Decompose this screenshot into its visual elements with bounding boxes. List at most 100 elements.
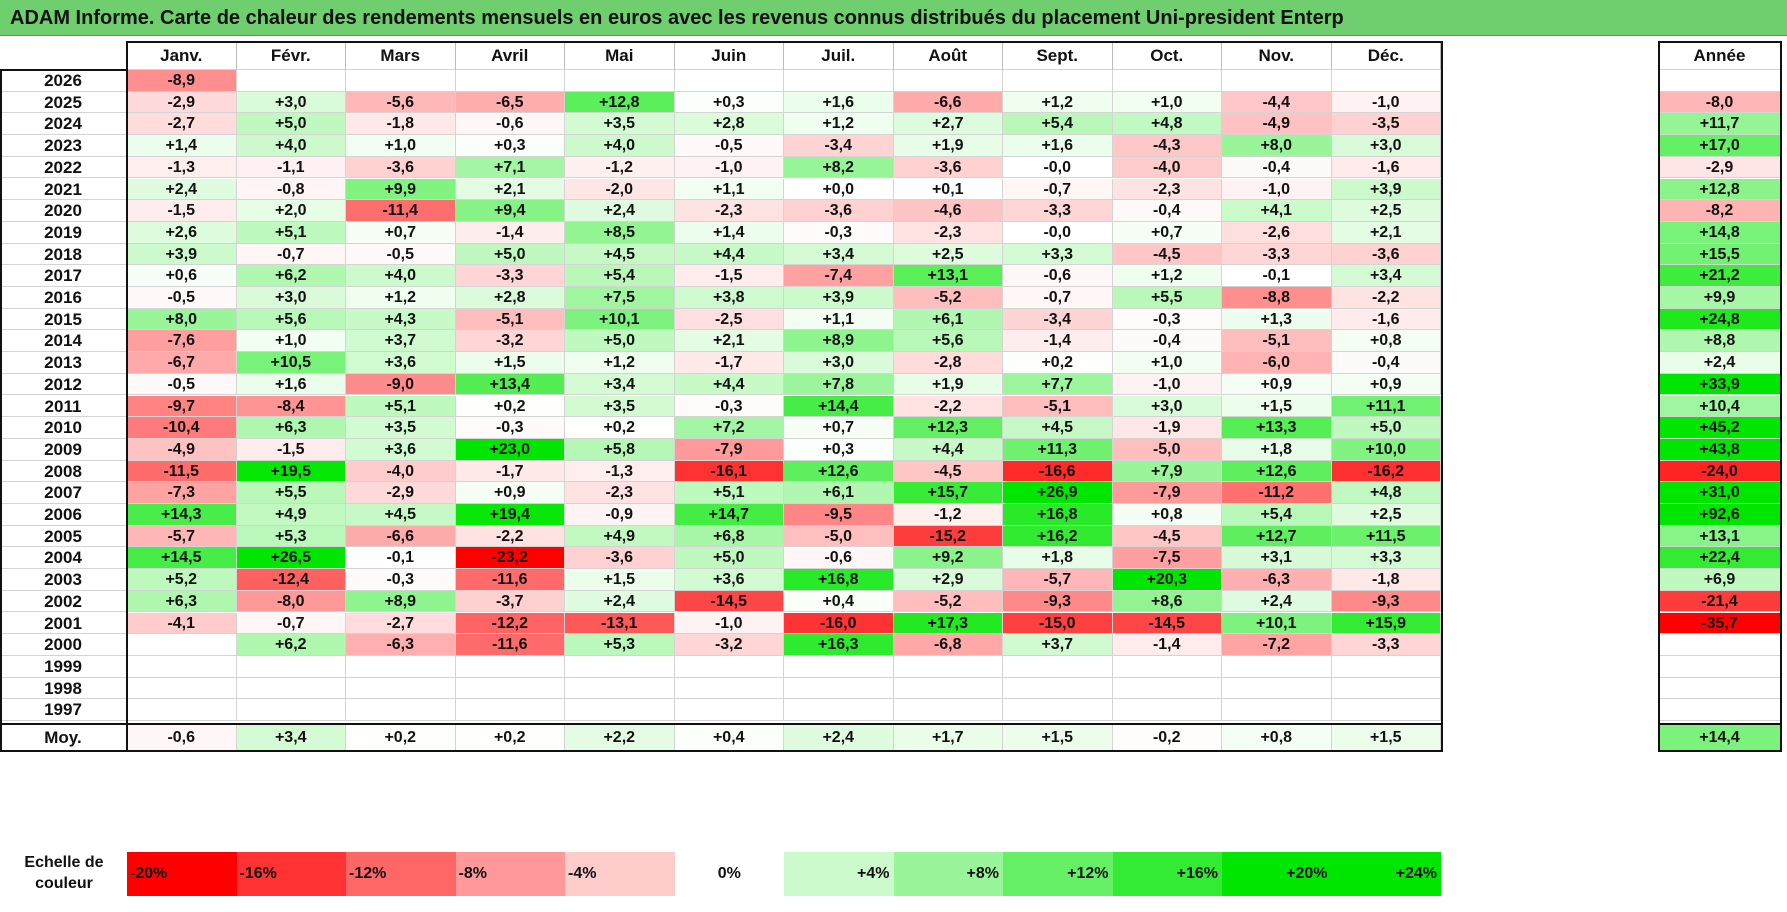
heatmap-cell: +6,3 [127,590,237,613]
month-header: Juil. [784,42,894,70]
heatmap-cell: -16,0 [784,612,894,635]
heatmap-cell: -16,1 [674,460,784,483]
heatmap-cell: -1,5 [127,200,237,222]
heatmap-cell: -3,2 [455,330,565,353]
heatmap-cell: +5,0 [565,330,675,353]
heatmap-cell: -9,3 [1331,590,1441,613]
heatmap-cell: +0,2 [455,395,565,418]
heatmap-cell: -8,8 [1222,287,1332,309]
heatmap-cell: +1,2 [1003,91,1113,114]
year-label: 2004 [0,547,127,570]
heatmap-cell: +3,4 [784,243,894,266]
heatmap-cell: +5,3 [565,634,675,656]
heatmap-cell [565,70,675,92]
heatmap-cell: -11,6 [455,569,565,591]
heatmap-cell [127,677,237,700]
annual-cell: +9,9 [1659,287,1781,309]
year-label: 2024 [0,113,127,136]
year-label: 2015 [0,308,127,331]
year-label: 1997 [0,699,127,721]
heatmap-cell: +2,8 [455,287,565,309]
heatmap-cell: +14,7 [674,504,784,526]
heatmap-cell: -2,0 [565,178,675,201]
average-cell: +2,2 [565,725,675,751]
heatmap-cell: +1,6 [236,373,346,396]
heatmap-cell: -4,0 [1112,156,1222,179]
heatmap-cell: +1,4 [127,135,237,157]
heatmap-cell: +4,1 [1222,200,1332,222]
heatmap-cell: -2,3 [565,482,675,504]
heatmap-cell: +6,2 [236,634,346,656]
average-separator [0,723,1443,725]
heatmap-cell: -1,3 [127,156,237,179]
heatmap-cell: -4,5 [1112,525,1222,548]
heatmap-cell: -0,9 [565,504,675,526]
heatmap-cell: +5,8 [565,438,675,461]
heatmap-cell: +1,5 [455,352,565,374]
heatmap-cell: +3,3 [1331,547,1441,570]
year-label: 2023 [0,135,127,157]
heatmap-cell: +16,2 [1003,525,1113,548]
heatmap-cell: -0,6 [784,547,894,570]
heatmap-cell: -7,4 [784,265,894,287]
heatmap-cell: +11,1 [1331,395,1441,418]
heatmap-cell: +3,9 [1331,178,1441,201]
year-label: 2005 [0,525,127,548]
heatmap-cell: -2,2 [455,525,565,548]
heatmap-cell: +10,0 [1331,438,1441,461]
heatmap-cell: +7,1 [455,156,565,179]
heatmap-cell: -0,3 [674,395,784,418]
month-header: Févr. [236,42,346,70]
annual-cell: +13,1 [1659,525,1781,548]
heatmap-cell: +4,8 [1112,113,1222,136]
heatmap-cell: -1,8 [346,113,456,136]
year-label: 2003 [0,569,127,591]
heatmap-cell: -4,5 [893,460,1003,483]
heatmap-cell: +2,4 [565,200,675,222]
heatmap-cell: +3,1 [1222,547,1332,570]
heatmap-cell: +4,4 [674,373,784,396]
annual-cell: +11,7 [1659,113,1781,136]
annual-cell: -24,0 [1659,460,1781,483]
heatmap-cell: +1,8 [1003,547,1113,570]
heatmap-cell: -0,0 [1003,156,1113,179]
month-header: Mars [346,42,456,70]
heatmap-cell: +1,8 [1222,438,1332,461]
heatmap-cell [455,70,565,92]
heatmap-cell: -5,0 [784,525,894,548]
heatmap-cell: +2,1 [1331,221,1441,244]
heatmap-cell: -2,3 [674,200,784,222]
heatmap-cell: +9,2 [893,547,1003,570]
heatmap-cell: +4,0 [236,135,346,157]
heatmap-cell [674,655,784,678]
heatmap-cell: +2,7 [893,113,1003,136]
annual-cell: -8,0 [1659,91,1781,114]
heatmap-cell: +1,4 [674,221,784,244]
heatmap-cell: +1,2 [784,113,894,136]
heatmap-cell: +6,1 [893,308,1003,331]
heatmap-cell: +3,7 [346,330,456,353]
heatmap-cell: +4,5 [565,243,675,266]
heatmap-cell: +4,5 [346,504,456,526]
heatmap-cell: +3,0 [1331,135,1441,157]
heatmap-cell [236,699,346,721]
annual-cell [1659,655,1781,678]
heatmap-cell: -0,4 [1331,352,1441,374]
heatmap-cell: -3,6 [346,156,456,179]
average-cell: +1,7 [893,725,1003,751]
heatmap-cell: +8,5 [565,221,675,244]
heatmap-cell: +12,7 [1222,525,1332,548]
heatmap-cell: +5,0 [455,243,565,266]
annual-cell: +14,8 [1659,221,1781,244]
heatmap-cell [1222,699,1332,721]
heatmap-cell: +8,9 [346,590,456,613]
heatmap-cell: -6,8 [893,634,1003,656]
month-header: Juin [674,42,784,70]
heatmap-cell: -3,3 [1222,243,1332,266]
heatmap-cell: +4,0 [346,265,456,287]
year-label: 2016 [0,287,127,309]
heatmap-cell: +8,6 [1112,590,1222,613]
heatmap-cell [455,699,565,721]
annual-cell: -21,4 [1659,590,1781,613]
heatmap-cell: +17,3 [893,612,1003,635]
